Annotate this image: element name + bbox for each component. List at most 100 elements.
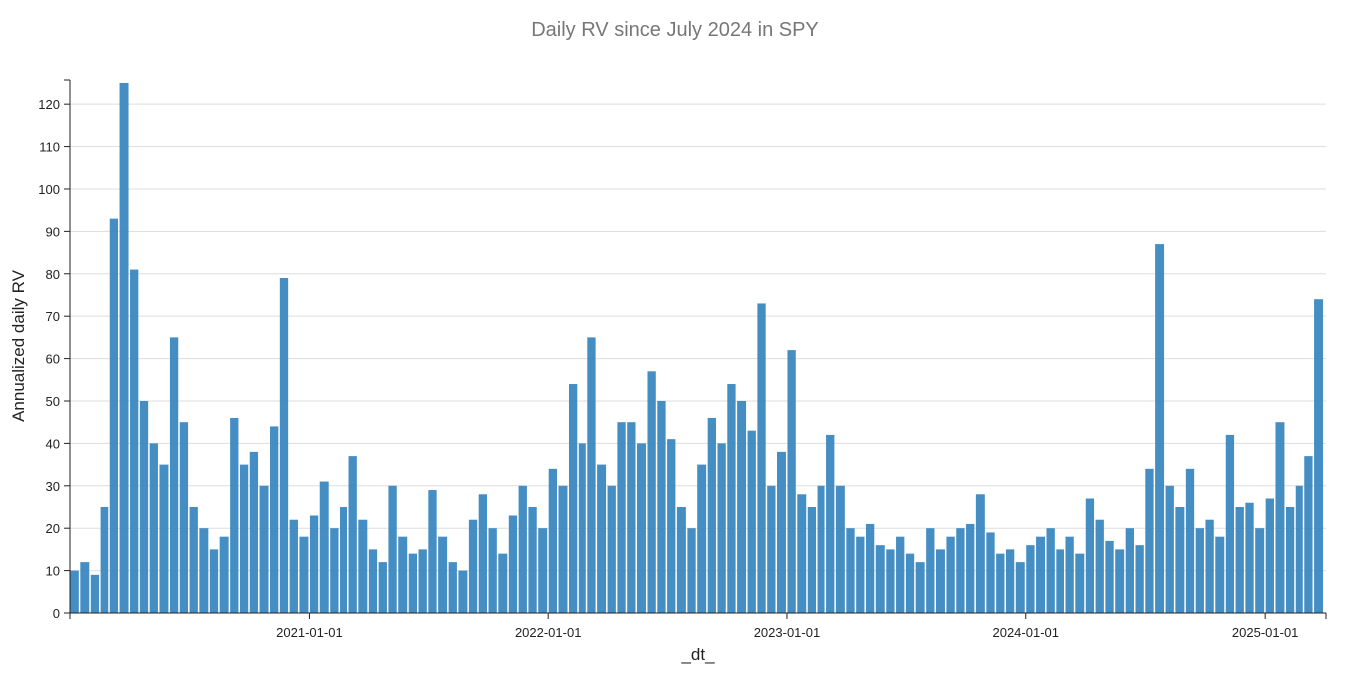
bar: [189, 506, 198, 613]
y-tick-label: 90: [46, 224, 60, 239]
bar: [230, 417, 239, 613]
bar: [239, 464, 249, 613]
bar: [1185, 468, 1195, 613]
bar: [1125, 528, 1134, 613]
x-axis: 2021-01-01 2022-01-01 2023-01-01 2024-01-01…: [69, 612, 1327, 640]
bar: [428, 490, 437, 613]
bar: [846, 528, 855, 613]
bar: [1245, 502, 1254, 613]
bar: [149, 443, 158, 613]
bar: [558, 485, 568, 613]
y-tick-label: 70: [46, 309, 60, 324]
bar: [1145, 468, 1154, 613]
bar: [249, 451, 259, 613]
bar: [259, 485, 269, 613]
x-tick-label: 2021-01-01: [276, 625, 343, 640]
bar: [330, 528, 339, 613]
y-tick-label: 100: [38, 182, 60, 197]
bar: [1065, 536, 1074, 613]
bar: [468, 519, 478, 613]
bar: [159, 464, 169, 613]
bar: [767, 485, 776, 613]
bar: [956, 528, 965, 613]
bar: [935, 549, 945, 613]
x-tick-label: 2023-01-01: [754, 625, 821, 640]
bar: [1255, 528, 1265, 613]
bar: [915, 562, 925, 613]
bar: [1215, 536, 1225, 613]
y-tick-label: 80: [46, 267, 60, 282]
bar: [169, 337, 179, 613]
bar: [817, 485, 825, 613]
y-axis-label: Annualized daily RV: [9, 269, 28, 421]
bar: [299, 536, 309, 613]
y-tick-label: 120: [38, 97, 60, 112]
bar: [309, 515, 319, 613]
bar: [80, 562, 90, 613]
bar: [856, 536, 865, 613]
bar: [568, 384, 578, 613]
bar: [518, 485, 527, 613]
bar: [139, 400, 149, 613]
bar: [1015, 562, 1025, 613]
bar: [667, 439, 676, 613]
bar: [946, 536, 955, 613]
bar: [865, 523, 875, 613]
bar: [757, 303, 766, 613]
bar: [1175, 506, 1185, 613]
y-tick-label: 40: [46, 436, 60, 451]
bar: [378, 562, 387, 613]
y-tick-label: 50: [46, 394, 60, 409]
bar: [617, 422, 626, 613]
y-tick-label: 0: [53, 606, 60, 621]
bar: [348, 456, 357, 613]
bar: [448, 562, 457, 613]
bar: [109, 218, 119, 614]
bar: [587, 337, 596, 613]
bar: [548, 468, 558, 613]
bar: [368, 549, 378, 613]
bar: [777, 451, 786, 613]
bar: [747, 430, 756, 613]
bar: [1205, 519, 1214, 613]
bar: [657, 400, 666, 613]
bar: [597, 464, 607, 613]
bar: [358, 519, 368, 613]
bar: [986, 532, 995, 613]
bar: [289, 519, 298, 613]
bar: [1314, 299, 1324, 613]
bar: [1285, 506, 1295, 613]
x-tick-label: 2022-01-01: [515, 625, 582, 640]
bar: [647, 371, 656, 613]
x-tick-label: 2025-01-01: [1232, 625, 1299, 640]
y-tick-label: 20: [46, 521, 60, 536]
bar: [966, 523, 975, 613]
bar: [1095, 519, 1104, 613]
bar: [418, 549, 427, 613]
bar: [398, 536, 408, 613]
bar: [1304, 456, 1313, 613]
bar: [896, 536, 905, 613]
bar: [996, 553, 1005, 613]
gridlines: [70, 103, 1326, 572]
bar: [1225, 434, 1235, 613]
bar: [478, 494, 488, 613]
bar: [1295, 485, 1303, 613]
bar: [279, 278, 289, 613]
bar: [1005, 549, 1015, 613]
bar: [498, 553, 508, 613]
y-tick-label: 30: [46, 479, 60, 494]
bar: [199, 528, 209, 613]
bar: [1275, 422, 1285, 613]
bar: [90, 574, 100, 613]
bar: [607, 485, 616, 613]
bar: [737, 400, 747, 613]
bar: [1075, 553, 1085, 613]
bar: [488, 528, 497, 613]
y-tick-label: 60: [46, 352, 60, 367]
bar: [687, 528, 696, 613]
y-tick-label: 10: [46, 564, 60, 579]
bar: [1165, 485, 1174, 613]
bar: [1036, 536, 1046, 613]
